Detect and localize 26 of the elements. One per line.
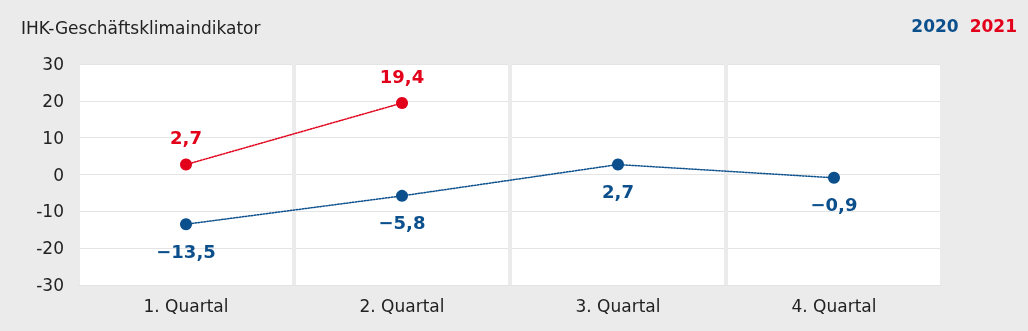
data-label: 2,7 — [602, 181, 634, 203]
y-tick-label: -20 — [36, 238, 64, 259]
y-tick-label: -30 — [36, 275, 64, 295]
point — [396, 97, 408, 110]
x-tick-label: 3. Quartal — [575, 295, 661, 316]
text: 2020 — [911, 15, 959, 36]
y-tick-label: 30 — [42, 54, 64, 74]
point — [180, 158, 192, 171]
y-tick-label: -10 — [36, 201, 64, 222]
point — [612, 158, 624, 171]
x-tick-label: 2. Quartal — [359, 295, 445, 316]
point — [180, 218, 192, 231]
y-tick-label: 10 — [42, 127, 64, 148]
point — [396, 189, 408, 202]
data-label: −0,9 — [810, 194, 858, 216]
data-label: 19,4 — [379, 65, 425, 87]
y-tick-label: 0 — [53, 164, 64, 185]
data-label: −5,8 — [378, 212, 426, 234]
chart-title: IHK-Geschäftsklimaindikator — [21, 17, 261, 38]
data-label: −13,5 — [156, 240, 216, 262]
x-tick-label: 4. Quartal — [791, 295, 877, 316]
text: 2021 — [969, 15, 1018, 36]
point — [828, 171, 840, 184]
data-label: 2,7 — [170, 127, 202, 149]
y-tick-label: 20 — [42, 90, 64, 111]
x-tick-label: 1. Quartal — [143, 295, 229, 316]
